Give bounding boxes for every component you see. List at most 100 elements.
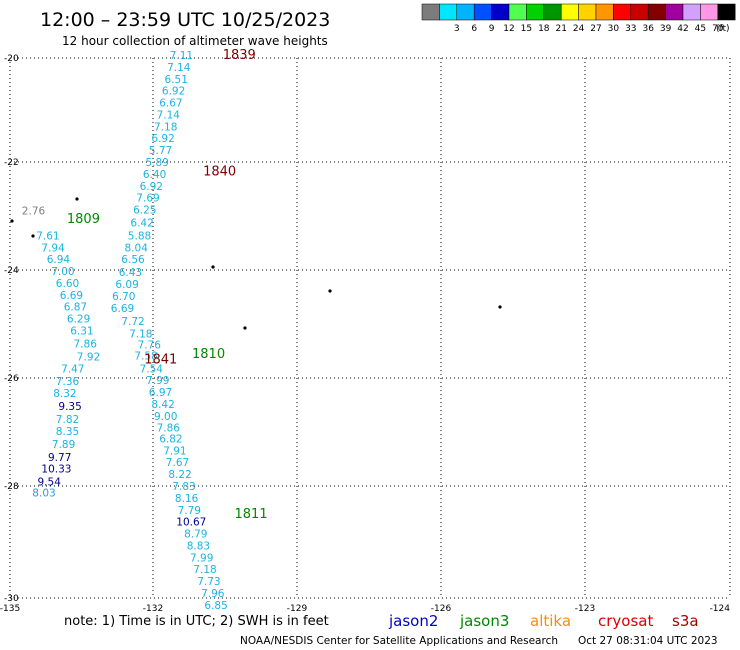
wave-height-value: 8.16 xyxy=(175,493,199,505)
y-tick-label: -20 xyxy=(4,54,19,64)
scale-label: 27 xyxy=(590,24,601,34)
wave-height-value: 7.86 xyxy=(74,338,98,350)
wave-height-value: 7.72 xyxy=(121,316,144,328)
wave-height-value: 5.89 xyxy=(146,157,169,169)
scale-label: 30 xyxy=(608,24,620,34)
y-tick-label: -28 xyxy=(4,482,19,492)
wave-height-value: 6.94 xyxy=(47,254,71,266)
wave-height-value: 8.35 xyxy=(56,426,79,438)
scale-label: 45 xyxy=(695,24,706,34)
island-marker xyxy=(31,234,35,238)
wave-height-labels: 7.117.146.516.926.677.147.186.925.775.89… xyxy=(22,50,228,612)
scale-swatch xyxy=(560,3,579,21)
scale-swatch xyxy=(491,3,510,21)
wave-height-value: 6.92 xyxy=(140,181,163,193)
wave-height-value: 7.61 xyxy=(36,230,59,242)
wave-height-value: 7.76 xyxy=(138,340,162,352)
wave-height-value: 7.18 xyxy=(193,564,216,576)
pass-time-labels: 1839 1840 1809 1841 1810 1811 xyxy=(67,48,268,522)
scale-label: 15 xyxy=(521,24,532,34)
scale-label: 21 xyxy=(555,24,566,34)
wave-height-value: 7.92 xyxy=(77,351,100,363)
wave-height-value: 7.79 xyxy=(178,505,201,517)
wave-height-value: 8.22 xyxy=(168,469,191,481)
wave-height-value: 7.89 xyxy=(52,439,75,451)
scale-swatch xyxy=(421,3,440,21)
footer-timestamp: Oct 27 08:31:04 UTC 2023 xyxy=(578,635,718,647)
scale-label: 3 xyxy=(454,24,460,34)
scale-swatch xyxy=(543,3,562,21)
island-markers xyxy=(10,197,502,330)
y-tick-label: -22 xyxy=(4,158,19,168)
satellite-name: cryosat xyxy=(598,612,653,630)
satellite-legend: jason2 jason3 altika cryosat s3a xyxy=(388,612,699,630)
wave-height-value: 8.04 xyxy=(125,242,149,254)
wave-height-value: 6.67 xyxy=(159,98,182,110)
wave-height-value: 7.73 xyxy=(197,576,220,588)
scale-label: 6 xyxy=(471,24,477,34)
wave-height-value: 5.88 xyxy=(128,230,151,242)
wave-height-value: 7.11 xyxy=(170,50,193,62)
scale-swatch xyxy=(613,3,632,21)
pass-time-label: 1811 xyxy=(235,507,268,522)
wave-height-value: 6.31 xyxy=(70,326,93,338)
scale-label: 36 xyxy=(642,24,654,34)
scale-swatch xyxy=(700,3,719,21)
footer-note: note: 1) Time is in UTC; 2) SWH is in fe… xyxy=(64,614,329,629)
scale-label: 42 xyxy=(677,24,688,34)
pass-time-label: 1841 xyxy=(144,353,177,368)
wave-height-value: 7.58 xyxy=(134,350,157,362)
wave-height-value: 6.25 xyxy=(133,205,156,217)
wave-height-value: 10.33 xyxy=(41,464,71,476)
wave-height-value: 6.51 xyxy=(165,74,188,86)
island-marker xyxy=(328,289,332,293)
scale-swatch xyxy=(682,3,701,21)
x-tick-label: -132 xyxy=(143,604,163,614)
chart-subtitle: 12 hour collection of altimeter wave hei… xyxy=(62,34,328,48)
wave-height-value: 7.96 xyxy=(201,588,225,600)
wave-height-value: 6.29 xyxy=(67,314,90,326)
wave-height-value: 8.32 xyxy=(53,388,76,400)
y-axis-ticks: -20 -22 -24 -26 -28 -30 xyxy=(4,54,19,604)
scale-label: 24 xyxy=(573,24,585,34)
x-axis-ticks: -135 -132 -129 -126 -123 -124 xyxy=(0,604,730,614)
wave-height-value: 6.97 xyxy=(149,387,172,399)
wave-height-value: 8.79 xyxy=(184,529,207,541)
wave-height-value: 9.35 xyxy=(58,401,81,413)
wave-height-value: 6.40 xyxy=(143,169,166,181)
wave-height-value: 6.69 xyxy=(111,303,134,315)
pass-time-label: 1809 xyxy=(67,212,100,227)
wave-height-value: 8.42 xyxy=(151,399,174,411)
scale-unit: (ft) xyxy=(716,24,730,34)
wave-height-value: 6.92 xyxy=(151,133,174,145)
pass-time-label: 1810 xyxy=(192,347,225,362)
wave-height-value: 6.69 xyxy=(60,290,83,302)
y-tick-label: -26 xyxy=(4,374,19,384)
island-marker xyxy=(498,305,502,309)
wave-height-value: 8.83 xyxy=(187,540,210,552)
y-tick-label: -30 xyxy=(4,594,19,604)
x-tick-label: -135 xyxy=(0,604,20,614)
scale-swatch xyxy=(578,3,597,21)
wave-height-value: 7.14 xyxy=(157,110,181,122)
wave-height-value: 9.00 xyxy=(154,411,177,423)
wave-height-value: 7.82 xyxy=(56,414,79,426)
wave-height-value: 5.77 xyxy=(149,145,172,157)
satellite-name: jason3 xyxy=(459,612,509,630)
island-marker xyxy=(243,326,247,330)
wave-height-value: 6.42 xyxy=(130,218,153,230)
scale-swatch xyxy=(456,3,475,21)
island-marker xyxy=(211,265,215,269)
satellite-name: altika xyxy=(530,612,571,630)
wave-height-value: 7.67 xyxy=(166,457,189,469)
scale-swatch xyxy=(439,3,458,21)
wave-height-value: 6.82 xyxy=(159,434,182,446)
wave-height-value: 6.87 xyxy=(64,302,87,314)
wave-height-value: 7.86 xyxy=(157,423,181,435)
pass-time-label: 1840 xyxy=(203,165,236,180)
wave-height-value: 6.60 xyxy=(56,278,79,290)
scale-swatch xyxy=(717,3,736,21)
x-tick-label: -129 xyxy=(287,604,308,614)
wave-height-value: 7.54 xyxy=(140,363,164,375)
